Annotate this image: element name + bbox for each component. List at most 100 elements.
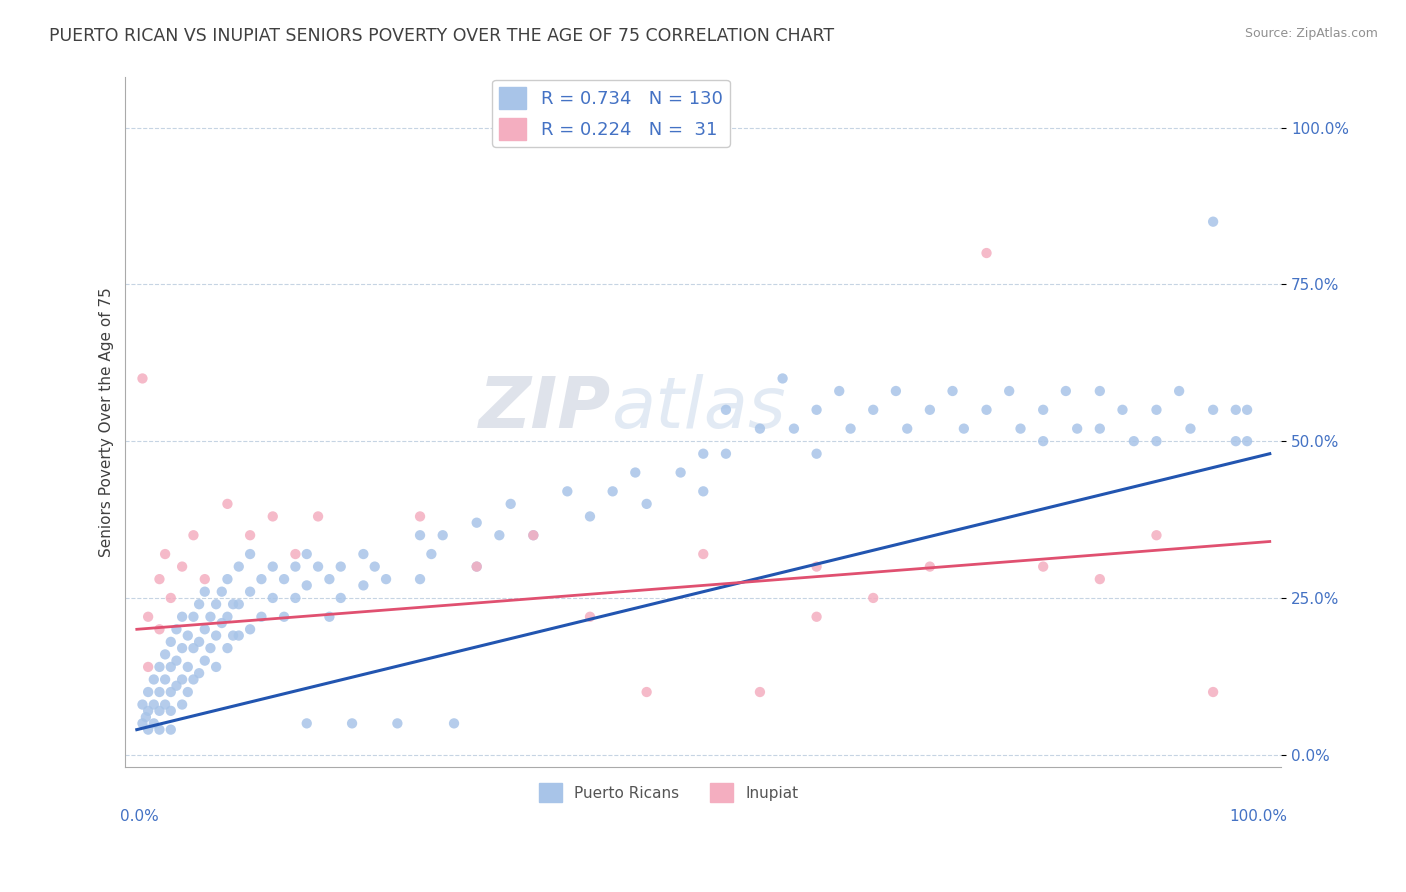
Point [692,547,714,561]
Point [183,528,205,542]
Point [783,422,806,436]
Point [432,528,454,542]
Point [228,629,250,643]
Point [136,704,159,718]
Point [194,572,217,586]
Point [387,716,409,731]
Point [183,609,205,624]
Point [1010,422,1032,436]
Point [262,509,284,524]
Point [159,635,181,649]
Point [806,609,828,624]
Point [953,422,976,436]
Point [307,559,329,574]
Point [273,572,295,586]
Point [692,484,714,499]
Point [222,597,245,611]
Point [217,572,239,586]
Point [1111,402,1133,417]
Point [748,422,770,436]
Point [153,648,176,662]
Point [557,484,579,499]
Point [172,641,194,656]
Point [250,609,273,624]
Point [976,246,998,260]
Point [329,559,352,574]
Point [1054,384,1077,398]
Point [295,578,318,592]
Point [896,422,918,436]
Point [522,528,544,542]
Point [177,660,200,674]
Point [142,673,165,687]
Point [806,402,828,417]
Point [918,402,941,417]
Point [148,622,170,636]
Point [522,528,544,542]
Point [172,698,194,712]
Point [1032,434,1054,449]
Point [1146,528,1168,542]
Point [142,698,165,712]
Point [1202,685,1225,699]
Point [295,716,318,731]
Point [839,422,862,436]
Point [318,572,340,586]
Point [183,673,205,687]
Point [205,597,228,611]
Point [177,685,200,699]
Point [239,547,262,561]
Point [772,371,794,385]
Y-axis label: Seniors Poverty Over the Age of 75: Seniors Poverty Over the Age of 75 [100,287,114,558]
Point [211,584,233,599]
Point [420,547,443,561]
Point [188,635,211,649]
Text: Source: ZipAtlas.com: Source: ZipAtlas.com [1244,27,1378,40]
Text: 100.0%: 100.0% [1229,809,1286,823]
Point [465,559,488,574]
Point [131,698,153,712]
Point [284,591,307,605]
Point [329,591,352,605]
Point [148,660,170,674]
Point [1180,422,1202,436]
Point [669,466,692,480]
Point [340,716,363,731]
Point [692,447,714,461]
Point [159,660,181,674]
Point [194,622,217,636]
Point [862,591,884,605]
Point [1225,402,1247,417]
Point [409,509,432,524]
Point [136,723,159,737]
Point [148,704,170,718]
Point [1202,402,1225,417]
Legend: Puerto Ricans, Inupiat: Puerto Ricans, Inupiat [533,777,804,808]
Point [228,559,250,574]
Point [172,673,194,687]
Point [131,716,153,731]
Point [1088,384,1111,398]
Point [239,584,262,599]
Point [806,447,828,461]
Point [488,528,510,542]
Point [159,685,181,699]
Point [941,384,963,398]
Point [1122,434,1144,449]
Point [1225,434,1247,449]
Point [239,528,262,542]
Point [217,641,239,656]
Point [918,559,941,574]
Point [636,685,658,699]
Point [262,591,284,605]
Point [136,660,159,674]
Point [1236,402,1258,417]
Point [1066,422,1088,436]
Point [318,609,340,624]
Point [409,528,432,542]
Point [194,654,217,668]
Point [153,673,176,687]
Point [148,685,170,699]
Point [188,666,211,681]
Point [1168,384,1191,398]
